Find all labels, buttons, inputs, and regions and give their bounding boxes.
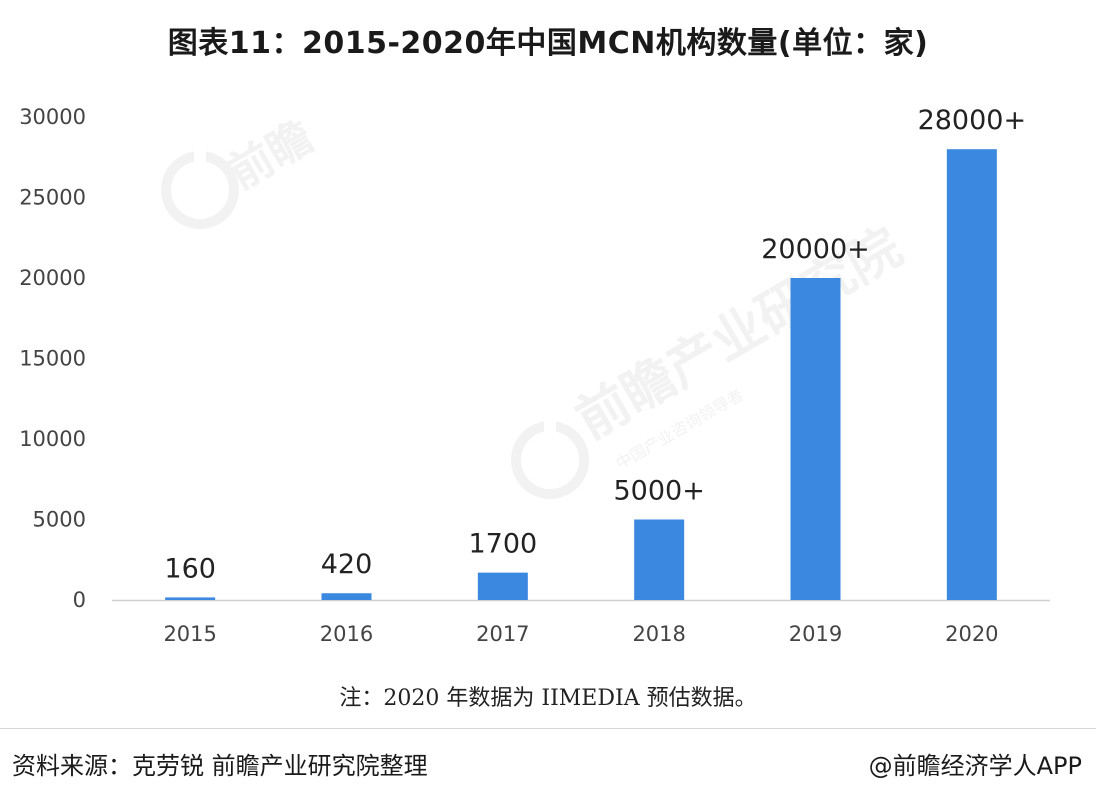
data-label: 20000+ xyxy=(761,234,870,265)
y-tick-label: 10000 xyxy=(19,427,86,451)
data-label: 1700 xyxy=(468,529,537,560)
chart-note: 注：2020 年数据为 IIMEDIA 预估数据。 xyxy=(339,686,757,711)
chart-title: 图表11：2015-2020年中国MCN机构数量(单位：家) xyxy=(167,26,929,61)
x-axis: 2015 2016 2017 2018 2019 2020 xyxy=(112,599,1050,646)
bar xyxy=(946,149,997,600)
bar-series xyxy=(165,149,997,600)
y-tick-label: 5000 xyxy=(33,508,86,532)
y-tick-label: 20000 xyxy=(19,266,86,290)
x-tick-label: 2016 xyxy=(320,622,373,646)
data-label: 5000+ xyxy=(613,476,704,507)
watermark-logo xyxy=(161,150,239,229)
credit-text: @前瞻经济学人APP xyxy=(868,752,1082,780)
bar xyxy=(165,597,216,600)
bar xyxy=(321,593,372,600)
y-tick-label: 15000 xyxy=(19,347,86,371)
x-tick-label: 2020 xyxy=(945,622,998,646)
bar xyxy=(790,278,841,600)
data-label: 28000+ xyxy=(918,105,1027,136)
x-tick-label: 2019 xyxy=(789,622,842,646)
x-tick-label: 2015 xyxy=(163,622,216,646)
x-tick-label: 2018 xyxy=(632,622,685,646)
bar xyxy=(634,519,685,600)
data-labels: 160 420 1700 5000+ 20000+ 28000+ xyxy=(164,105,1026,584)
footer-divider xyxy=(0,728,1096,729)
source-text: 资料来源：克劳锐 前瞻产业研究院整理 xyxy=(12,752,428,780)
y-tick-label: 0 xyxy=(73,588,86,612)
data-label: 420 xyxy=(321,549,373,580)
y-tick-label: 25000 xyxy=(19,186,86,210)
watermark-logo xyxy=(511,420,589,499)
bar xyxy=(477,572,528,600)
data-label: 160 xyxy=(164,553,216,584)
y-axis: 0 5000 10000 15000 20000 25000 30000 xyxy=(19,105,86,612)
y-tick-label: 30000 xyxy=(19,105,86,129)
x-tick-label: 2017 xyxy=(476,622,529,646)
